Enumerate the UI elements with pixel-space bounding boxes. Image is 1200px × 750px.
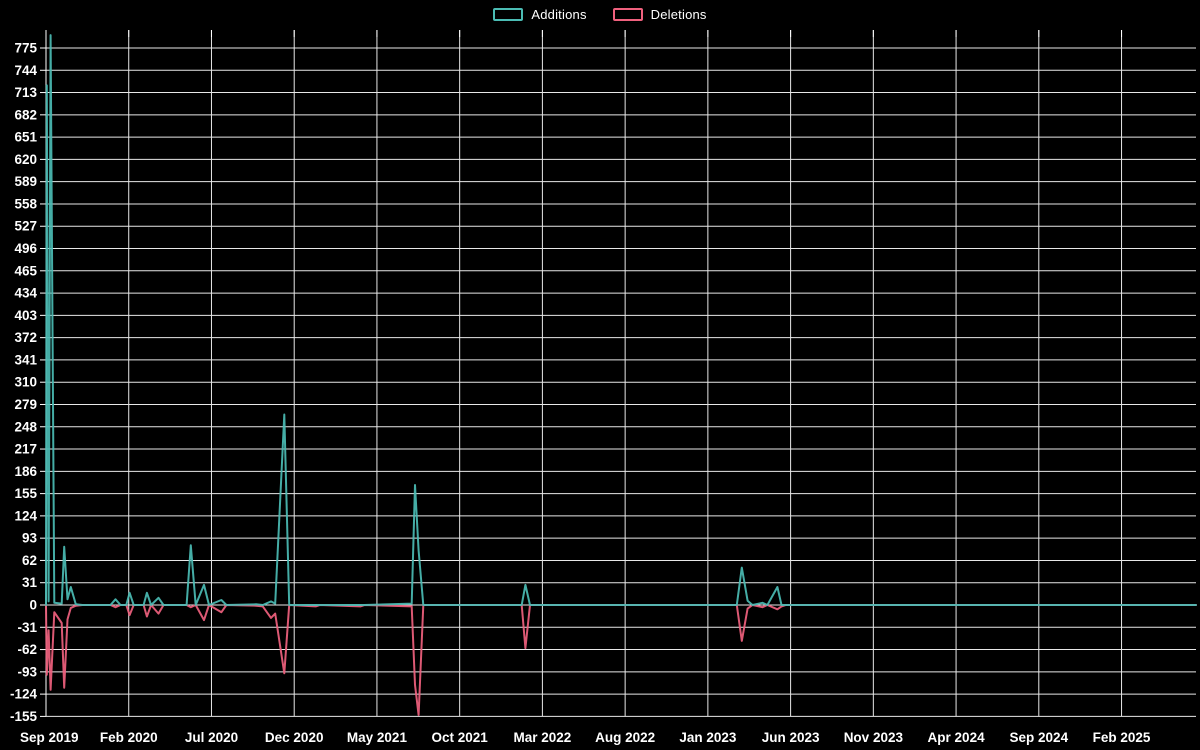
- x-tick-label: Mar 2022: [514, 730, 572, 745]
- y-tick-label: 310: [14, 375, 37, 390]
- y-tick-label: -124: [10, 687, 38, 702]
- x-tick-label: Jan 2023: [679, 730, 737, 745]
- y-tick-label: 744: [14, 63, 37, 78]
- y-tick-label: 31: [22, 575, 38, 590]
- x-tick-label: Feb 2025: [1093, 730, 1151, 745]
- x-tick-label: Sep 2019: [20, 730, 79, 745]
- x-tick-label: May 2021: [347, 730, 408, 745]
- x-tick-label: Jul 2020: [185, 730, 238, 745]
- y-tick-label: 248: [14, 419, 37, 434]
- y-tick-label: -93: [17, 664, 37, 679]
- y-tick-label: 527: [14, 219, 37, 234]
- legend-item-deletions[interactable]: Deletions: [612, 7, 707, 22]
- additions-line-series[interactable]: [45, 34, 1197, 606]
- y-tick-label: 62: [22, 553, 37, 568]
- legend-item-additions[interactable]: Additions: [493, 7, 586, 22]
- y-tick-label: 589: [14, 174, 37, 189]
- y-tick-label: 403: [14, 308, 37, 323]
- y-tick-label: 186: [14, 464, 37, 479]
- y-tick-label: 372: [14, 330, 37, 345]
- y-tick-label: 279: [14, 397, 37, 412]
- y-tick-label: 465: [14, 263, 37, 278]
- y-tick-label: 0: [29, 598, 37, 613]
- y-tick-label: -31: [17, 620, 37, 635]
- y-tick-label: 124: [14, 508, 37, 523]
- y-tick-label: -62: [17, 642, 37, 657]
- chart-legend: Additions Deletions: [0, 7, 1200, 22]
- x-tick-label: Apr 2024: [928, 730, 986, 745]
- y-tick-label: 682: [14, 107, 37, 122]
- x-tick-label: Nov 2023: [844, 730, 904, 745]
- legend-label-additions: Additions: [531, 7, 587, 22]
- y-tick-label: 713: [14, 85, 37, 100]
- y-tick-label: 93: [22, 531, 38, 546]
- x-tick-label: Sep 2024: [1010, 730, 1069, 745]
- y-tick-label: 217: [14, 442, 37, 457]
- deletions-swatch-icon: [612, 8, 643, 21]
- y-tick-label: 558: [14, 196, 37, 211]
- y-tick-label: 775: [14, 41, 37, 56]
- x-tick-label: Oct 2021: [432, 730, 489, 745]
- x-tick-label: Dec 2020: [265, 730, 324, 745]
- legend-label-deletions: Deletions: [650, 7, 707, 22]
- y-tick-label: 651: [14, 130, 37, 145]
- x-tick-label: Feb 2020: [100, 730, 158, 745]
- deletions-line-series[interactable]: [45, 604, 1197, 716]
- y-tick-label: 341: [14, 352, 37, 367]
- x-tick-label: Aug 2022: [595, 730, 655, 745]
- y-tick-label: -155: [10, 709, 38, 724]
- y-tick-label: 434: [14, 286, 37, 301]
- y-tick-label: 496: [14, 241, 37, 256]
- additions-swatch-icon: [493, 8, 524, 21]
- y-tick-label: 620: [14, 152, 37, 167]
- y-tick-label: 155: [14, 486, 37, 501]
- x-tick-label: Jun 2023: [762, 730, 820, 745]
